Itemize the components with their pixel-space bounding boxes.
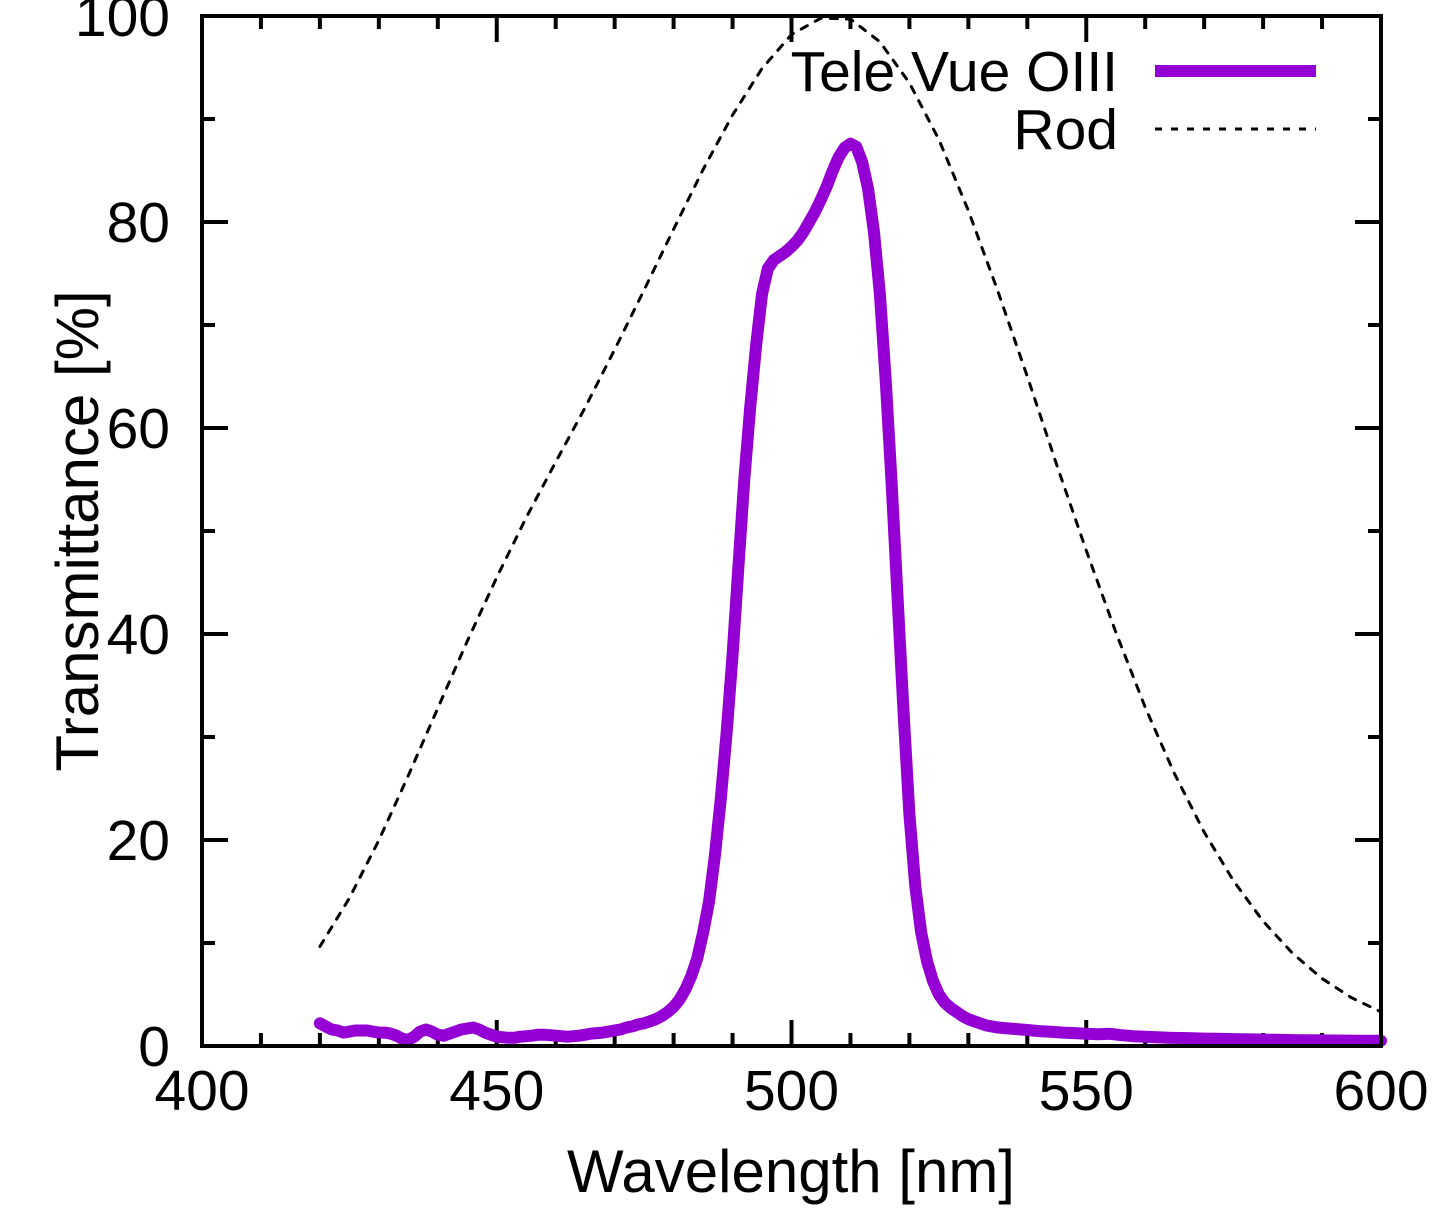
x-tick-label: 450 — [449, 1059, 544, 1123]
x-axis-label: Wavelength [nm] — [567, 1138, 1015, 1205]
series-line-rod — [318, 16, 1383, 1014]
legend: Tele Vue OIII Rod — [791, 40, 1316, 162]
y-tick-label: 40 — [107, 603, 170, 667]
y-tick-label: 100 — [75, 0, 170, 49]
data-series-lines — [313, 16, 1387, 1047]
axis-tick-labels: 400 450 500 550 600 0 20 40 60 80 100 — [75, 0, 1429, 1123]
x-tick-label: 500 — [744, 1059, 839, 1123]
x-tick-label: 550 — [1039, 1059, 1134, 1123]
y-tick-label: 0 — [138, 1015, 170, 1079]
series-line-tele-vue-oiii — [313, 137, 1387, 1047]
plot-border — [200, 14, 1383, 1048]
x-tick-label: 600 — [1333, 1059, 1428, 1123]
x-tick-label: 400 — [154, 1059, 249, 1123]
y-tick-label: 20 — [107, 809, 170, 873]
legend-label-rod: Rod — [1013, 98, 1118, 162]
y-tick-label: 80 — [107, 191, 170, 255]
y-axis-label: Transmittance [%] — [44, 290, 111, 771]
y-tick-label: 60 — [107, 397, 170, 461]
axis-ticks — [200, 14, 1383, 1048]
legend-label-tele-vue-oiii: Tele Vue OIII — [791, 40, 1118, 104]
